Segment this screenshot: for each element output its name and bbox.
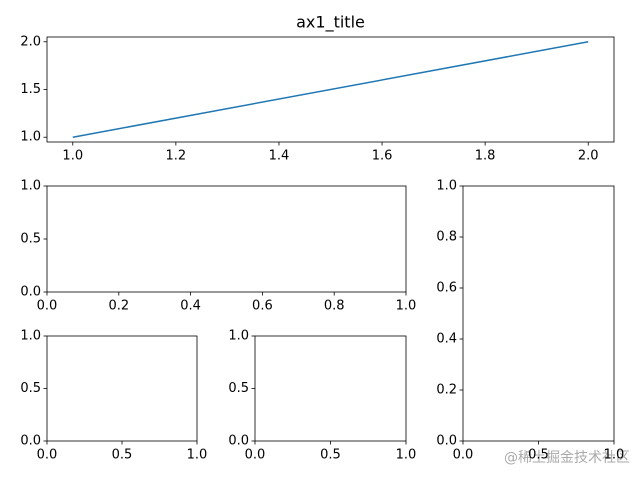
y-tick-label: 1.0 [228, 329, 249, 344]
x-tick-label: 0.4 [180, 299, 201, 314]
chart-title: ax1_title [296, 13, 365, 33]
y-tick-label: 1.0 [20, 130, 41, 145]
y-tick-label: 0.0 [20, 285, 41, 300]
x-tick-label: 1.6 [372, 149, 393, 164]
x-tick-label: 0.0 [37, 448, 58, 463]
axes-frame [46, 36, 615, 143]
x-tick-label: 1.0 [604, 448, 625, 463]
x-tick-label: 0.5 [112, 448, 133, 463]
y-tick-label: 1.0 [20, 179, 41, 194]
x-tick-label: 0.5 [320, 448, 341, 463]
x-tick-label: 0.5 [528, 448, 549, 463]
y-tick-label: 0.4 [436, 332, 457, 347]
y-tick-label: 0.6 [436, 281, 457, 296]
axes-frame [462, 185, 615, 442]
x-tick-label: 0.0 [453, 448, 474, 463]
x-tick-label: 1.8 [475, 149, 496, 164]
y-tick-label: 0.5 [20, 232, 41, 247]
x-tick-label: 1.4 [269, 149, 290, 164]
y-tick-label: 0.2 [436, 383, 457, 398]
x-tick-label: 1.0 [396, 448, 417, 463]
x-tick-label: 0.6 [252, 299, 273, 314]
axes-frame [46, 185, 407, 293]
axes-frame [254, 335, 407, 442]
x-tick-label: 0.2 [108, 299, 129, 314]
y-tick-label: 1.0 [20, 329, 41, 344]
y-tick-label: 0.0 [436, 434, 457, 449]
y-tick-label: 0.0 [20, 434, 41, 449]
line [72, 41, 589, 138]
x-tick-label: 2.0 [578, 149, 599, 164]
y-tick-label: 0.0 [228, 434, 249, 449]
x-tick-label: 0.0 [37, 299, 58, 314]
y-tick-label: 0.8 [436, 230, 457, 245]
x-tick-label: 0.8 [324, 299, 345, 314]
x-tick-label: 1.0 [396, 299, 417, 314]
x-tick-label: 1.0 [62, 149, 83, 164]
x-tick-label: 1.2 [166, 149, 187, 164]
watermark: @稀土掘金技术社区 [504, 450, 630, 466]
y-tick-label: 0.5 [228, 381, 249, 396]
y-tick-label: 1.5 [20, 82, 41, 97]
y-tick-label: 0.5 [20, 381, 41, 396]
x-tick-label: 0.0 [245, 448, 266, 463]
axes-frame [46, 335, 198, 442]
x-tick-label: 1.0 [187, 448, 208, 463]
y-tick-label: 1.0 [436, 179, 457, 194]
y-tick-label: 2.0 [20, 34, 41, 49]
